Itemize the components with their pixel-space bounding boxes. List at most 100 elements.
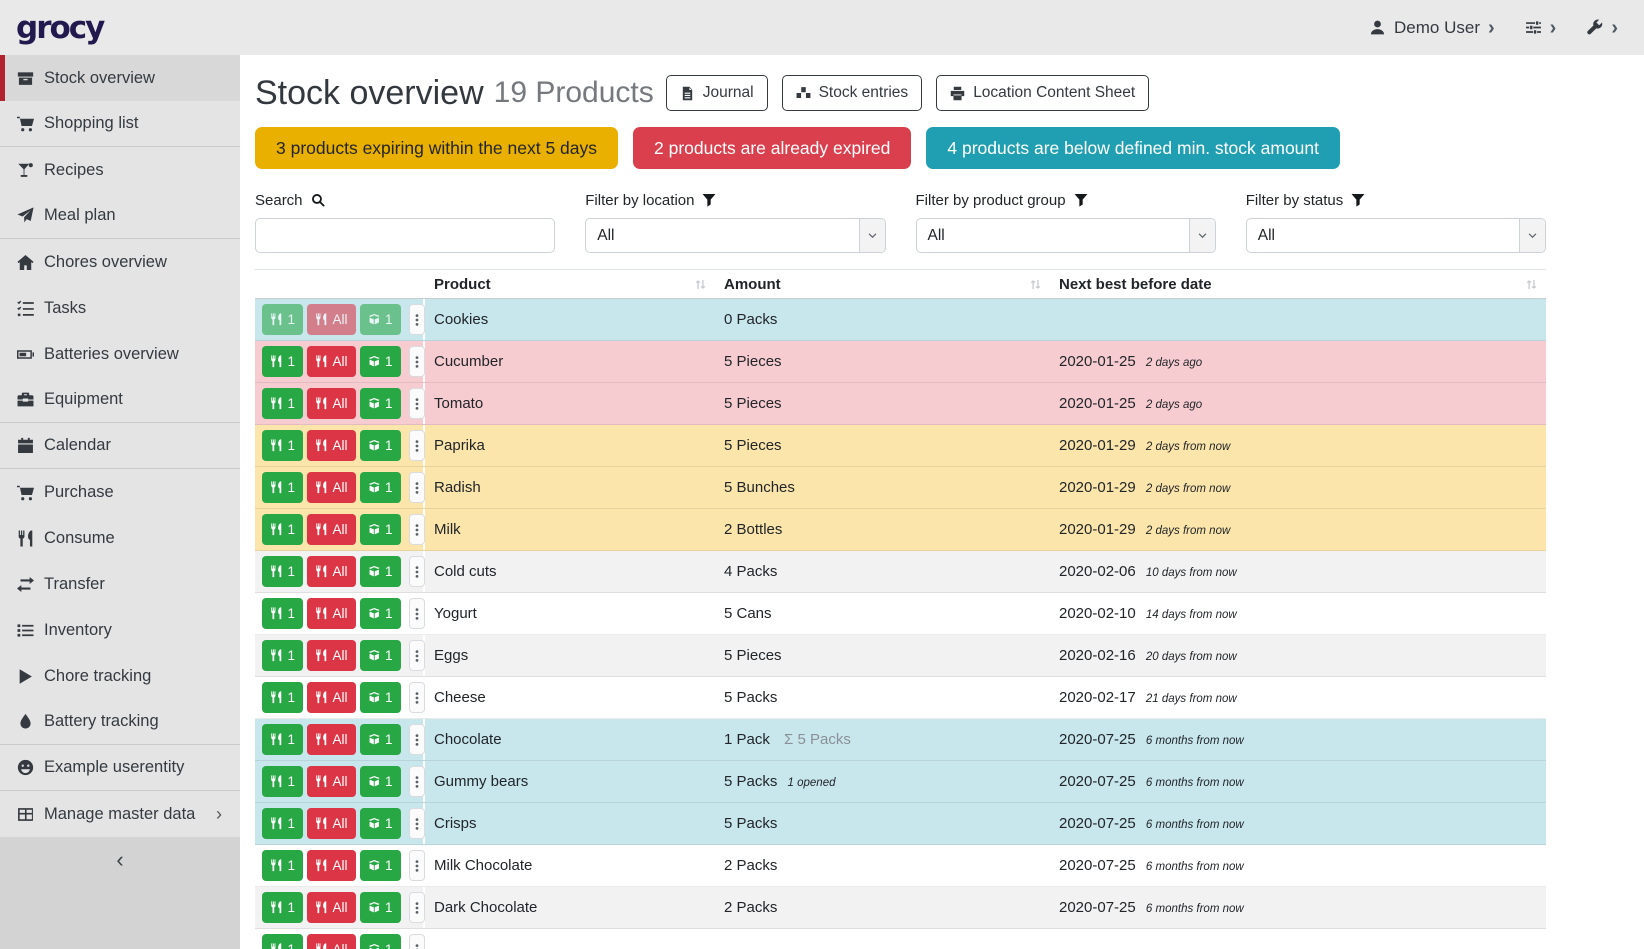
consume-all-button[interactable]: All — [307, 724, 356, 755]
consume-one-button[interactable]: 1 — [262, 556, 303, 587]
row-menu-button[interactable] — [409, 808, 425, 839]
sidebar-item-inventory[interactable]: Inventory — [0, 607, 240, 653]
sidebar-item-batteries-overview[interactable]: Batteries overview — [0, 331, 240, 377]
consume-one-button[interactable]: 1 — [262, 766, 303, 797]
open-one-button[interactable]: 1 — [360, 934, 401, 949]
search-input[interactable] — [255, 218, 555, 253]
admin-menu[interactable]: › — [1586, 18, 1618, 38]
open-one-button[interactable]: 1 — [360, 766, 401, 797]
open-one-button[interactable]: 1 — [360, 304, 401, 335]
open-one-button[interactable]: 1 — [360, 892, 401, 923]
row-menu-button[interactable] — [409, 514, 425, 545]
row-menu-button[interactable] — [409, 766, 425, 797]
open-one-button[interactable]: 1 — [360, 850, 401, 881]
open-one-button[interactable]: 1 — [360, 472, 401, 503]
sidebar-item-meal-plan[interactable]: Meal plan — [0, 193, 240, 239]
open-one-button[interactable]: 1 — [360, 640, 401, 671]
consume-all-button[interactable]: All — [307, 934, 356, 949]
grocy-logo[interactable]: grocy — [16, 10, 103, 46]
settings-menu[interactable]: › — [1525, 18, 1557, 38]
consume-all-button[interactable]: All — [307, 766, 356, 797]
consume-all-button[interactable]: All — [307, 556, 356, 587]
sidebar-item-example-userentity[interactable]: Example userentity — [0, 745, 240, 791]
consume-all-button[interactable]: All — [307, 472, 356, 503]
open-one-button[interactable]: 1 — [360, 682, 401, 713]
consume-all-button[interactable]: All — [307, 850, 356, 881]
open-one-button[interactable]: 1 — [360, 346, 401, 377]
sidebar-item-recipes[interactable]: Recipes — [0, 147, 240, 193]
status-banner[interactable]: 3 products expiring within the next 5 da… — [255, 127, 618, 169]
sidebar-item-equipment[interactable]: Equipment — [0, 377, 240, 423]
consume-all-button[interactable]: All — [307, 598, 356, 629]
open-one-button[interactable]: 1 — [360, 430, 401, 461]
status-banner[interactable]: 4 products are below defined min. stock … — [926, 127, 1340, 169]
consume-one-button[interactable]: 1 — [262, 640, 303, 671]
consume-one-button[interactable]: 1 — [262, 682, 303, 713]
sidebar-item-purchase[interactable]: Purchase — [0, 469, 240, 515]
toolbar-button-location-content-sheet[interactable]: Location Content Sheet — [936, 75, 1149, 111]
consume-one-button[interactable]: 1 — [262, 724, 303, 755]
filter-select[interactable]: All — [1246, 218, 1546, 253]
row-menu-button[interactable] — [409, 892, 425, 923]
consume-all-button[interactable]: All — [307, 346, 356, 377]
consume-one-button[interactable]: 1 — [262, 934, 303, 949]
consume-one-button[interactable]: 1 — [262, 892, 303, 923]
row-menu-button[interactable] — [409, 934, 425, 949]
filter-select[interactable]: All — [916, 218, 1216, 253]
sidebar-collapse-button[interactable]: ‹ — [0, 837, 240, 949]
row-menu-button[interactable] — [409, 682, 425, 713]
sidebar-item-battery-tracking[interactable]: Battery tracking — [0, 699, 240, 745]
consume-one-button[interactable]: 1 — [262, 430, 303, 461]
user-menu[interactable]: Demo User › — [1369, 18, 1495, 38]
consume-one-button[interactable]: 1 — [262, 472, 303, 503]
toolbar-button-journal[interactable]: Journal — [666, 75, 768, 111]
open-one-button[interactable]: 1 — [360, 598, 401, 629]
ellipsis-v-icon — [410, 817, 424, 831]
consume-one-button[interactable]: 1 — [262, 598, 303, 629]
row-menu-button[interactable] — [409, 304, 425, 335]
row-menu-button[interactable] — [409, 724, 425, 755]
sidebar-item-chores-overview[interactable]: Chores overview — [0, 239, 240, 285]
row-menu-button[interactable] — [409, 640, 425, 671]
row-menu-button[interactable] — [409, 598, 425, 629]
column-header-amount[interactable]: Amount — [715, 270, 1050, 298]
consume-all-button[interactable]: All — [307, 892, 356, 923]
consume-one-button[interactable]: 1 — [262, 346, 303, 377]
status-banner[interactable]: 2 products are already expired — [633, 127, 911, 169]
open-one-button[interactable]: 1 — [360, 556, 401, 587]
row-menu-button[interactable] — [409, 850, 425, 881]
sidebar-item-transfer[interactable]: Transfer — [0, 561, 240, 607]
column-header-next-best-before-date[interactable]: Next best before date — [1050, 270, 1546, 298]
consume-one-button[interactable]: 1 — [262, 304, 303, 335]
sidebar-item-tasks[interactable]: Tasks — [0, 285, 240, 331]
consume-one-button[interactable]: 1 — [262, 808, 303, 839]
consume-all-button[interactable]: All — [307, 808, 356, 839]
open-one-button[interactable]: 1 — [360, 724, 401, 755]
sidebar-item-consume[interactable]: Consume — [0, 515, 240, 561]
consume-all-button[interactable]: All — [307, 682, 356, 713]
consume-one-button[interactable]: 1 — [262, 514, 303, 545]
consume-all-button[interactable]: All — [307, 388, 356, 419]
row-menu-button[interactable] — [409, 388, 425, 419]
row-menu-button[interactable] — [409, 346, 425, 377]
consume-all-button[interactable]: All — [307, 304, 356, 335]
sidebar-item-shopping-list[interactable]: Shopping list — [0, 101, 240, 147]
open-one-button[interactable]: 1 — [360, 388, 401, 419]
filter-select[interactable]: All — [585, 218, 885, 253]
row-menu-button[interactable] — [409, 430, 425, 461]
toolbar-button-stock-entries[interactable]: Stock entries — [782, 75, 923, 111]
consume-all-button[interactable]: All — [307, 640, 356, 671]
sidebar-item-chore-tracking[interactable]: Chore tracking — [0, 653, 240, 699]
column-header-product[interactable]: Product — [425, 270, 715, 298]
open-one-button[interactable]: 1 — [360, 514, 401, 545]
consume-one-button[interactable]: 1 — [262, 850, 303, 881]
sidebar-item-manage-master-data[interactable]: Manage master data › — [0, 791, 240, 837]
consume-all-button[interactable]: All — [307, 430, 356, 461]
row-menu-button[interactable] — [409, 556, 425, 587]
open-one-button[interactable]: 1 — [360, 808, 401, 839]
row-menu-button[interactable] — [409, 472, 425, 503]
sidebar-item-stock-overview[interactable]: Stock overview — [0, 55, 240, 101]
consume-one-button[interactable]: 1 — [262, 388, 303, 419]
sidebar-item-calendar[interactable]: Calendar — [0, 423, 240, 469]
consume-all-button[interactable]: All — [307, 514, 356, 545]
